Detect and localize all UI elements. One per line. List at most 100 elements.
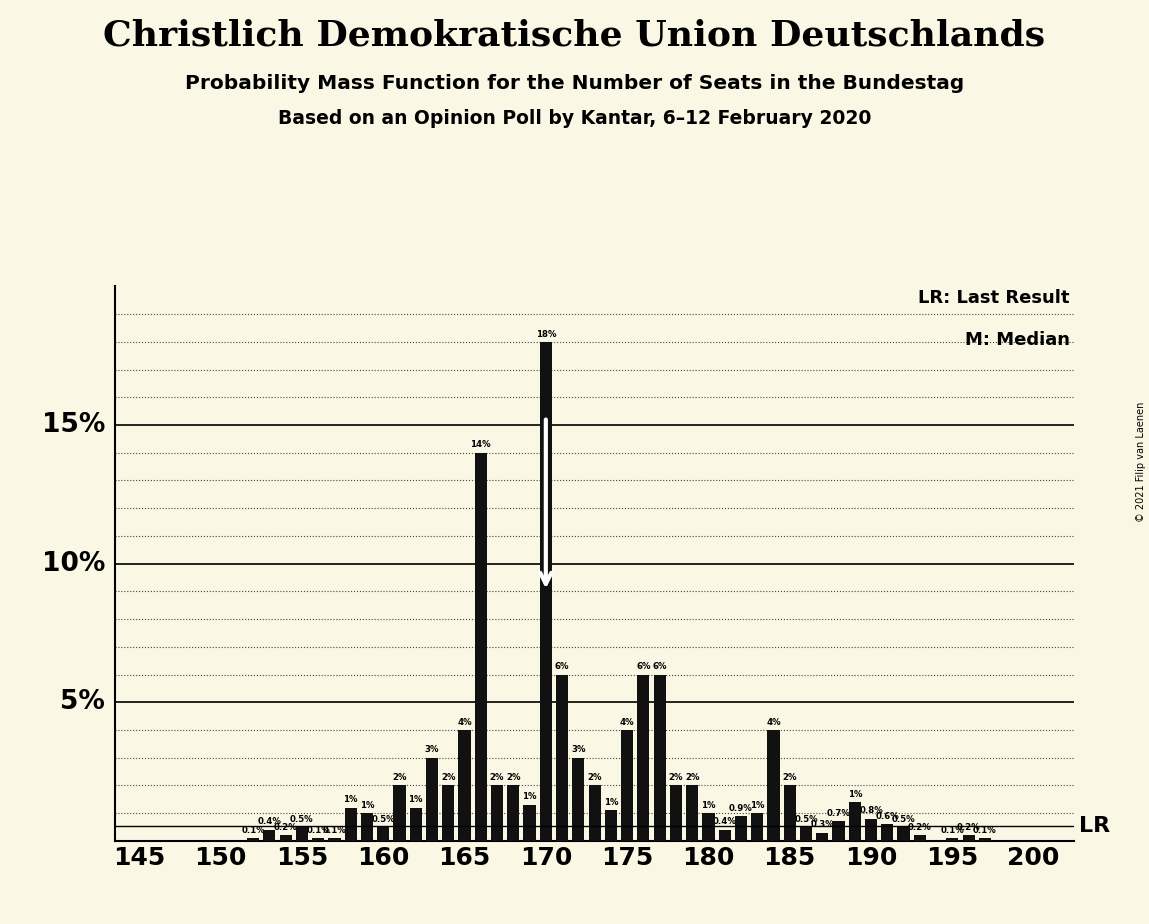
Bar bbox=[881, 824, 894, 841]
Text: 1%: 1% bbox=[360, 801, 375, 809]
Text: 3%: 3% bbox=[571, 746, 586, 754]
Text: 2%: 2% bbox=[489, 773, 504, 782]
Bar bbox=[345, 808, 357, 841]
Text: 1%: 1% bbox=[603, 798, 618, 807]
Text: 4%: 4% bbox=[619, 718, 634, 726]
Bar bbox=[377, 827, 390, 841]
Bar bbox=[702, 813, 715, 841]
Bar bbox=[540, 342, 552, 841]
Text: 14%: 14% bbox=[470, 441, 491, 449]
Text: 0.1%: 0.1% bbox=[241, 826, 265, 834]
Bar bbox=[604, 810, 617, 841]
Bar bbox=[442, 785, 454, 841]
Text: 2%: 2% bbox=[685, 773, 700, 782]
Bar bbox=[572, 758, 585, 841]
Text: 2%: 2% bbox=[587, 773, 602, 782]
Text: 2%: 2% bbox=[392, 773, 407, 782]
Text: 15%: 15% bbox=[41, 412, 106, 438]
Text: © 2021 Filip van Laenen: © 2021 Filip van Laenen bbox=[1136, 402, 1146, 522]
Bar bbox=[247, 838, 260, 841]
Text: 0.4%: 0.4% bbox=[257, 818, 282, 826]
Bar bbox=[475, 453, 487, 841]
Text: 4%: 4% bbox=[766, 718, 781, 726]
Bar bbox=[426, 758, 438, 841]
Bar bbox=[279, 835, 292, 841]
Bar bbox=[588, 785, 601, 841]
Bar bbox=[263, 830, 276, 841]
Bar bbox=[816, 833, 828, 841]
Text: 0.7%: 0.7% bbox=[826, 809, 850, 818]
Text: 0.2%: 0.2% bbox=[957, 823, 980, 832]
Bar bbox=[751, 813, 763, 841]
Text: 0.5%: 0.5% bbox=[371, 815, 395, 823]
Text: 0.2%: 0.2% bbox=[273, 823, 298, 832]
Text: 2%: 2% bbox=[506, 773, 520, 782]
Text: Christlich Demokratische Union Deutschlands: Christlich Demokratische Union Deutschla… bbox=[103, 18, 1046, 53]
Bar bbox=[963, 835, 974, 841]
Bar bbox=[947, 838, 958, 841]
Text: 0.1%: 0.1% bbox=[307, 826, 330, 834]
Text: 2%: 2% bbox=[782, 773, 797, 782]
Bar bbox=[865, 819, 877, 841]
Text: 0.5%: 0.5% bbox=[892, 815, 916, 823]
Bar bbox=[313, 838, 324, 841]
Text: 5%: 5% bbox=[61, 689, 106, 715]
Bar bbox=[556, 675, 569, 841]
Text: 1%: 1% bbox=[409, 796, 423, 804]
Bar bbox=[979, 838, 990, 841]
Bar bbox=[897, 827, 910, 841]
Bar bbox=[654, 675, 665, 841]
Bar bbox=[638, 675, 649, 841]
Text: 6%: 6% bbox=[653, 663, 666, 671]
Bar bbox=[524, 805, 535, 841]
Text: 10%: 10% bbox=[41, 551, 106, 577]
Bar bbox=[410, 808, 422, 841]
Bar bbox=[832, 821, 845, 841]
Bar bbox=[718, 830, 731, 841]
Text: 1%: 1% bbox=[848, 790, 862, 798]
Text: 0.4%: 0.4% bbox=[712, 818, 737, 826]
Bar bbox=[849, 802, 861, 841]
Bar bbox=[784, 785, 796, 841]
Text: 0.1%: 0.1% bbox=[941, 826, 964, 834]
Bar bbox=[735, 816, 747, 841]
Text: 6%: 6% bbox=[555, 663, 570, 671]
Text: 1%: 1% bbox=[344, 796, 358, 804]
Bar bbox=[329, 838, 340, 841]
Text: Probability Mass Function for the Number of Seats in the Bundestag: Probability Mass Function for the Number… bbox=[185, 74, 964, 93]
Text: 4%: 4% bbox=[457, 718, 472, 726]
Bar bbox=[800, 827, 812, 841]
Text: 2%: 2% bbox=[441, 773, 455, 782]
Bar bbox=[491, 785, 503, 841]
Text: 3%: 3% bbox=[425, 746, 439, 754]
Bar bbox=[295, 827, 308, 841]
Text: Based on an Opinion Poll by Kantar, 6–12 February 2020: Based on an Opinion Poll by Kantar, 6–12… bbox=[278, 109, 871, 128]
Bar bbox=[361, 813, 373, 841]
Bar bbox=[913, 835, 926, 841]
Text: 0.2%: 0.2% bbox=[908, 823, 932, 832]
Text: LR: LR bbox=[1079, 816, 1110, 835]
Bar bbox=[620, 730, 633, 841]
Bar bbox=[768, 730, 779, 841]
Text: 6%: 6% bbox=[637, 663, 650, 671]
Text: 1%: 1% bbox=[701, 801, 716, 809]
Text: 0.9%: 0.9% bbox=[730, 804, 753, 812]
Bar bbox=[686, 785, 699, 841]
Bar bbox=[458, 730, 471, 841]
Text: 18%: 18% bbox=[535, 330, 556, 338]
Text: 0.3%: 0.3% bbox=[810, 821, 834, 829]
Bar bbox=[507, 785, 519, 841]
Text: 1%: 1% bbox=[523, 793, 537, 801]
Text: 0.5%: 0.5% bbox=[290, 815, 314, 823]
Text: 0.8%: 0.8% bbox=[859, 807, 882, 815]
Text: LR: Last Result: LR: Last Result bbox=[918, 289, 1070, 307]
Text: 0.1%: 0.1% bbox=[973, 826, 996, 834]
Text: 0.5%: 0.5% bbox=[794, 815, 818, 823]
Bar bbox=[393, 785, 406, 841]
Text: 1%: 1% bbox=[750, 801, 764, 809]
Bar bbox=[670, 785, 683, 841]
Text: 2%: 2% bbox=[669, 773, 684, 782]
Text: 0.6%: 0.6% bbox=[876, 812, 900, 821]
Text: 0.1%: 0.1% bbox=[323, 826, 346, 834]
Text: M: Median: M: Median bbox=[964, 331, 1070, 348]
